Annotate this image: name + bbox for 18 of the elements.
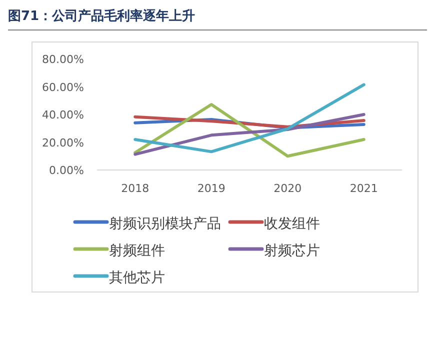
legend-label: 射频芯片 [264,243,320,259]
y-tick-label: 80.00% [42,53,84,66]
y-tick-label: 40.00% [42,108,84,122]
x-tick-label: 2019 [197,182,226,195]
x-tick-label: 2020 [274,182,302,195]
legend-label: 射频组件 [109,243,165,259]
line-series [134,83,366,154]
x-tick-label: 2021 [350,182,378,195]
legend-label: 其他芯片 [109,270,165,286]
line-series [134,103,366,158]
legend-label: 射频识别模块产品 [109,216,221,232]
y-tick-label: 20.00% [42,136,84,150]
chart-title: 图71：公司产品毛利率逐年上升 [8,8,196,24]
y-tick-label: 60.00% [42,80,84,94]
y-tick-label: 0.00% [49,164,84,177]
x-tick-label: 2018 [121,182,150,195]
line-series [134,113,366,156]
legend-label: 收发组件 [264,216,320,232]
